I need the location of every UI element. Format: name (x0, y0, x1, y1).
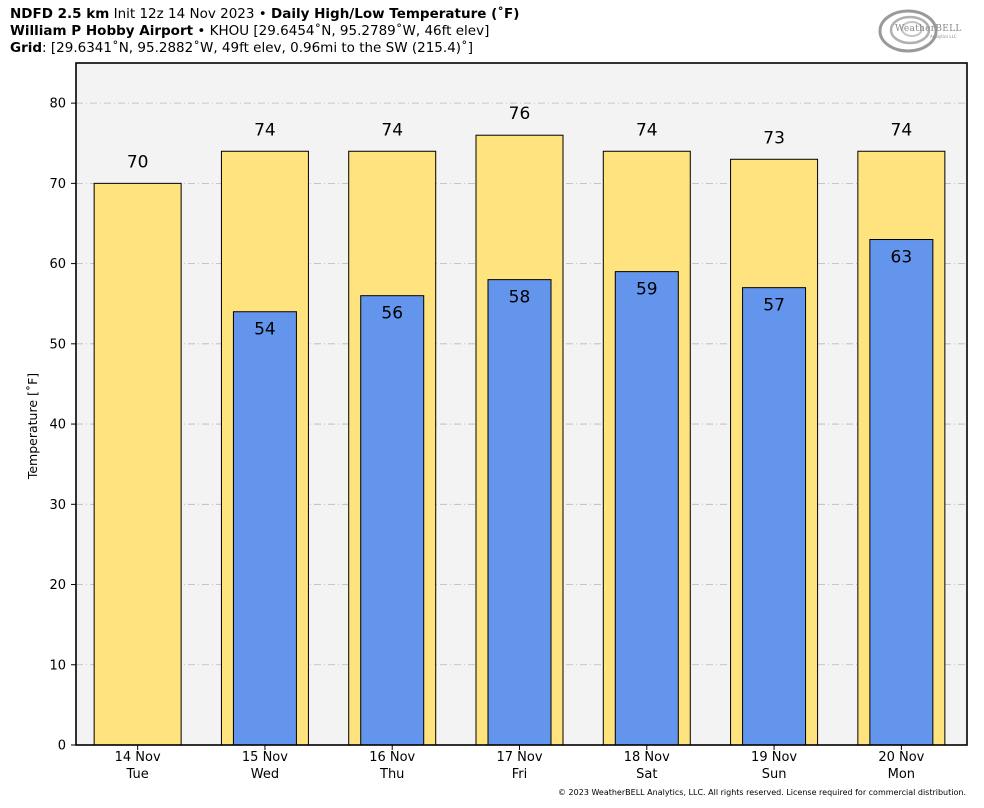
title-line-3: Grid: [29.6341˚N, 95.2882˚W, 49ft elev, … (10, 40, 473, 57)
x-tick-label-date: 15 Nov (242, 750, 288, 765)
init-time: Init 12z 14 Nov 2023 • (109, 6, 272, 22)
x-tick-label-day: Sat (636, 767, 657, 782)
high-temp-label: 74 (636, 120, 658, 140)
x-tick-label-date: 17 Nov (496, 750, 542, 765)
grid-info: : [29.6341˚N, 95.2882˚W, 49ft elev, 0.96… (42, 40, 474, 56)
low-temp-label: 54 (254, 320, 276, 340)
low-temp-bar (360, 295, 425, 746)
station-info: • KHOU [29.6454˚N, 95.2789˚W, 46ft elev] (193, 23, 490, 39)
low-temp-bar (232, 311, 297, 746)
low-temp-bar (869, 239, 934, 746)
x-tick-label-date: 19 Nov (751, 750, 797, 765)
y-tick-label: 10 (49, 658, 66, 673)
low-temp-bar (614, 271, 679, 746)
high-temp-label: 76 (509, 104, 531, 124)
station-name: William P Hobby Airport (10, 23, 194, 39)
y-tick-label: 80 (49, 97, 66, 112)
x-tick-label-date: 16 Nov (369, 750, 415, 765)
plot-frame (75, 62, 968, 746)
low-temp-label: 63 (891, 248, 913, 268)
low-temp-label: 57 (763, 296, 785, 316)
grid-label: Grid (10, 40, 43, 56)
low-temp-bar (487, 279, 552, 746)
x-tick-label-day: Wed (251, 767, 279, 782)
y-tick-label: 70 (49, 177, 66, 192)
x-tick-label-date: 20 Nov (878, 750, 924, 765)
low-temp-label: 58 (509, 288, 531, 308)
model-name: NDFD 2.5 km (10, 6, 110, 22)
logo-subtext: Analytics LLC (930, 34, 957, 39)
high-temp-label: 73 (763, 128, 785, 148)
x-tick-label-day: Mon (888, 767, 915, 782)
x-tick-label-day: Fri (512, 767, 528, 782)
high-temp-bar (93, 182, 182, 746)
title-line-2: William P Hobby Airport • KHOU [29.6454˚… (10, 23, 489, 40)
logo-text: WeatherBELL (895, 24, 962, 34)
title-line-1: NDFD 2.5 km Init 12z 14 Nov 2023 • Daily… (10, 6, 519, 23)
copyright-footer: © 2023 WeatherBELL Analytics, LLC. All r… (558, 788, 966, 797)
x-tick-label-date: 18 Nov (624, 750, 670, 765)
x-tick-label-date: 14 Nov (115, 750, 161, 765)
y-tick-label: 0 (58, 739, 66, 754)
high-temp-label: 74 (254, 120, 276, 140)
y-tick-label: 30 (49, 498, 66, 513)
high-temp-label: 70 (127, 152, 149, 172)
high-temp-label: 74 (891, 120, 913, 140)
weatherbell-logo (878, 9, 938, 53)
y-tick-label: 20 (49, 578, 66, 593)
high-temp-label: 74 (381, 120, 403, 140)
x-tick-label-day: Tue (126, 767, 149, 782)
y-tick-label: 60 (49, 257, 66, 272)
low-temp-label: 56 (381, 304, 403, 324)
y-axis-label: Temperature [˚F] (25, 373, 40, 480)
low-temp-bar (742, 287, 807, 746)
low-temp-label: 59 (636, 280, 658, 300)
y-tick-label: 40 (49, 418, 66, 433)
y-tick-label: 50 (49, 337, 66, 352)
chart-title: Daily High/Low Temperature (˚F) (271, 6, 520, 22)
x-tick-label-day: Sun (762, 767, 787, 782)
x-tick-label-day: Thu (379, 767, 404, 782)
